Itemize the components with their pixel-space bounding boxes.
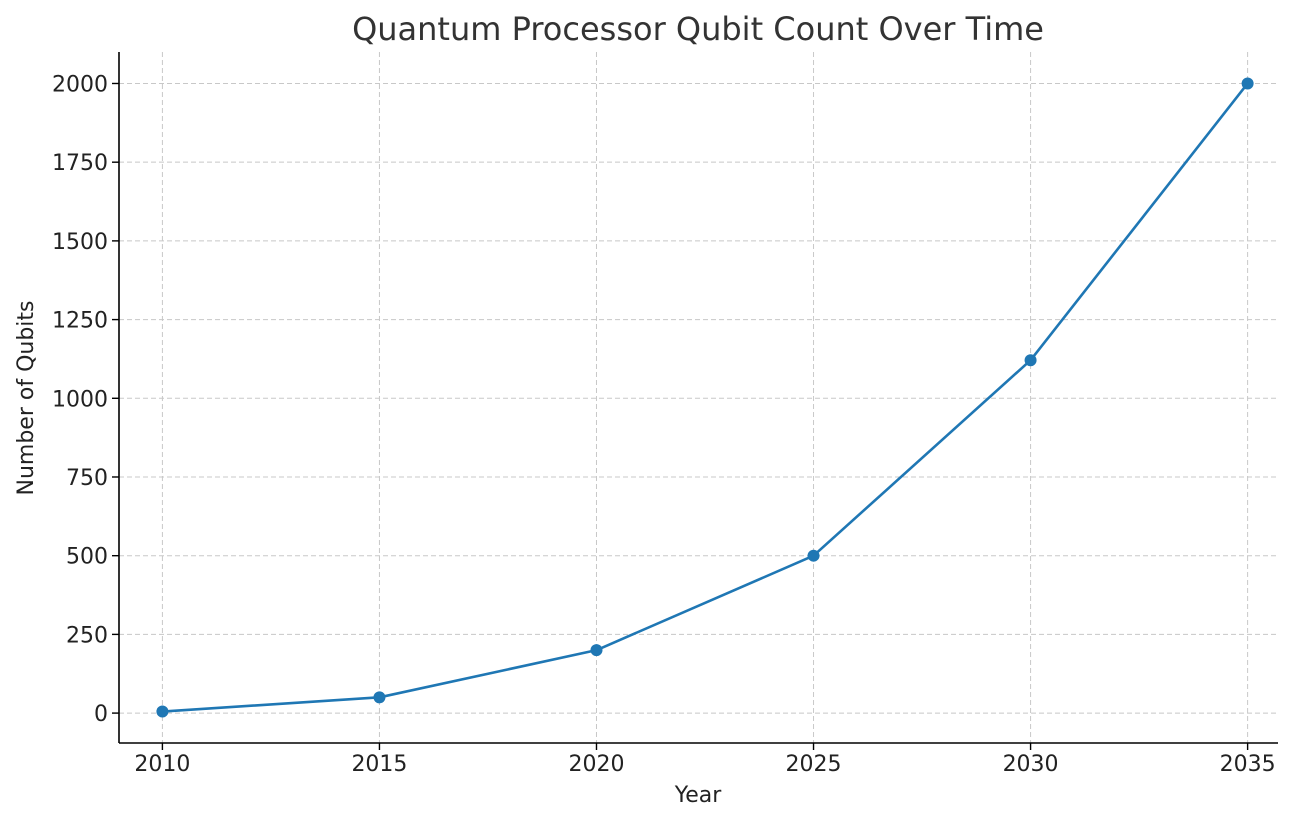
- data-point: [1024, 354, 1037, 367]
- series: [156, 77, 1254, 718]
- y-tick-label: 0: [94, 702, 108, 727]
- y-tick-label: 1750: [52, 151, 108, 176]
- data-point: [373, 691, 386, 704]
- x-axis-label: Year: [674, 783, 723, 808]
- y-tick-label: 500: [66, 545, 108, 570]
- chart-title: Quantum Processor Qubit Count Over Time: [352, 10, 1044, 48]
- grid: [119, 52, 1278, 743]
- y-tick-label: 1000: [52, 387, 108, 412]
- y-tick-label: 250: [66, 623, 108, 648]
- x-tick-label: 2020: [568, 752, 624, 777]
- data-point: [1241, 77, 1254, 90]
- x-tick-label: 2025: [786, 752, 842, 777]
- series-line: [161, 82, 1249, 713]
- y-tick-label: 1500: [52, 230, 108, 255]
- y-tick-label: 750: [66, 466, 108, 491]
- y-tick-label: 1250: [52, 309, 108, 334]
- y-axis-label: Number of Qubits: [14, 301, 39, 496]
- x-tick-label: 2010: [134, 752, 190, 777]
- data-point: [156, 705, 169, 718]
- x-tick-label: 2015: [351, 752, 407, 777]
- ticks: 2010 2015 2020 2025 2030 2035 0 250 500 750 1000 12…: [52, 72, 1276, 777]
- y-tick-label: 2000: [52, 72, 108, 97]
- axes: [118, 52, 1278, 744]
- x-tick-label: 2035: [1220, 752, 1276, 777]
- data-point: [590, 644, 603, 657]
- x-tick-label: 2030: [1003, 752, 1059, 777]
- data-point: [807, 549, 820, 562]
